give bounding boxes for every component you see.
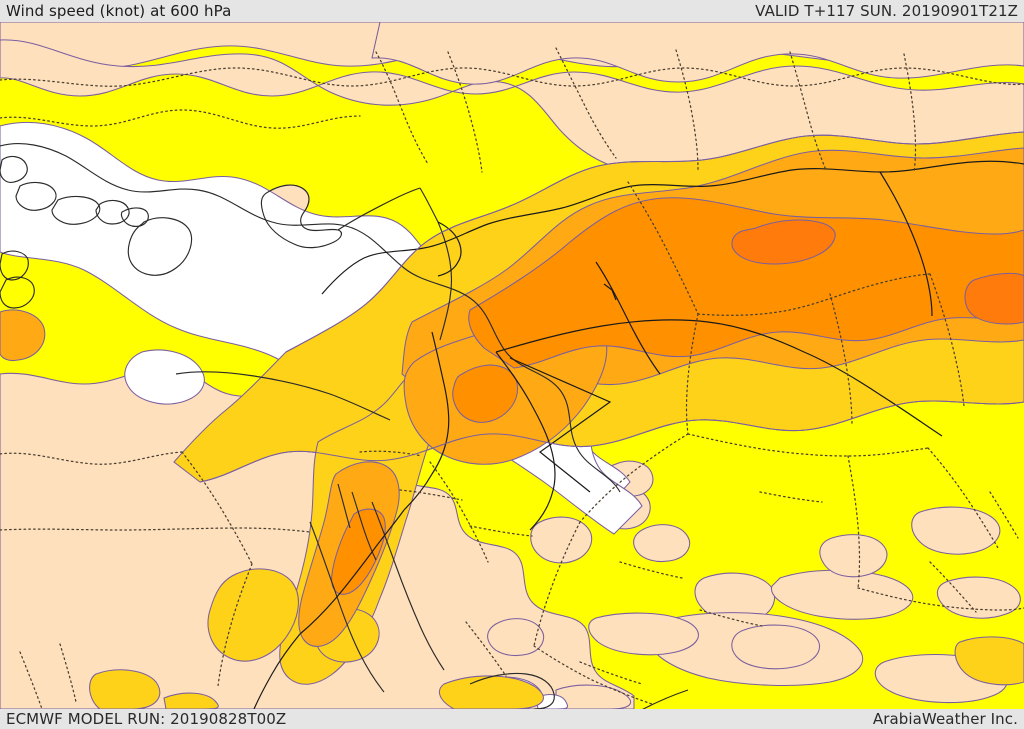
coastline-group [0, 143, 689, 709]
border-solid-group [253, 160, 1024, 709]
valid-time-label: VALID T+117 SUN. 20190901T21Z [755, 2, 1018, 20]
contour-line-overlay [199, 131, 1024, 483]
map-viewport[interactable] [0, 22, 1024, 709]
wind-speed-contour-map[interactable] [0, 22, 1024, 709]
page-title: Wind speed (knot) at 600 hPa [6, 2, 232, 20]
contour-band-very-strong [731, 219, 1024, 325]
footer-bar: ECMWF MODEL RUN: 20190828T00Z ArabiaWeat… [0, 709, 1024, 729]
attribution-label: ArabiaWeather Inc. [872, 710, 1018, 728]
model-run-label: ECMWF MODEL RUN: 20190828T00Z [6, 710, 287, 728]
header-bar: Wind speed (knot) at 600 hPa VALID T+117… [0, 0, 1024, 22]
border-dotted-group [0, 47, 1024, 709]
